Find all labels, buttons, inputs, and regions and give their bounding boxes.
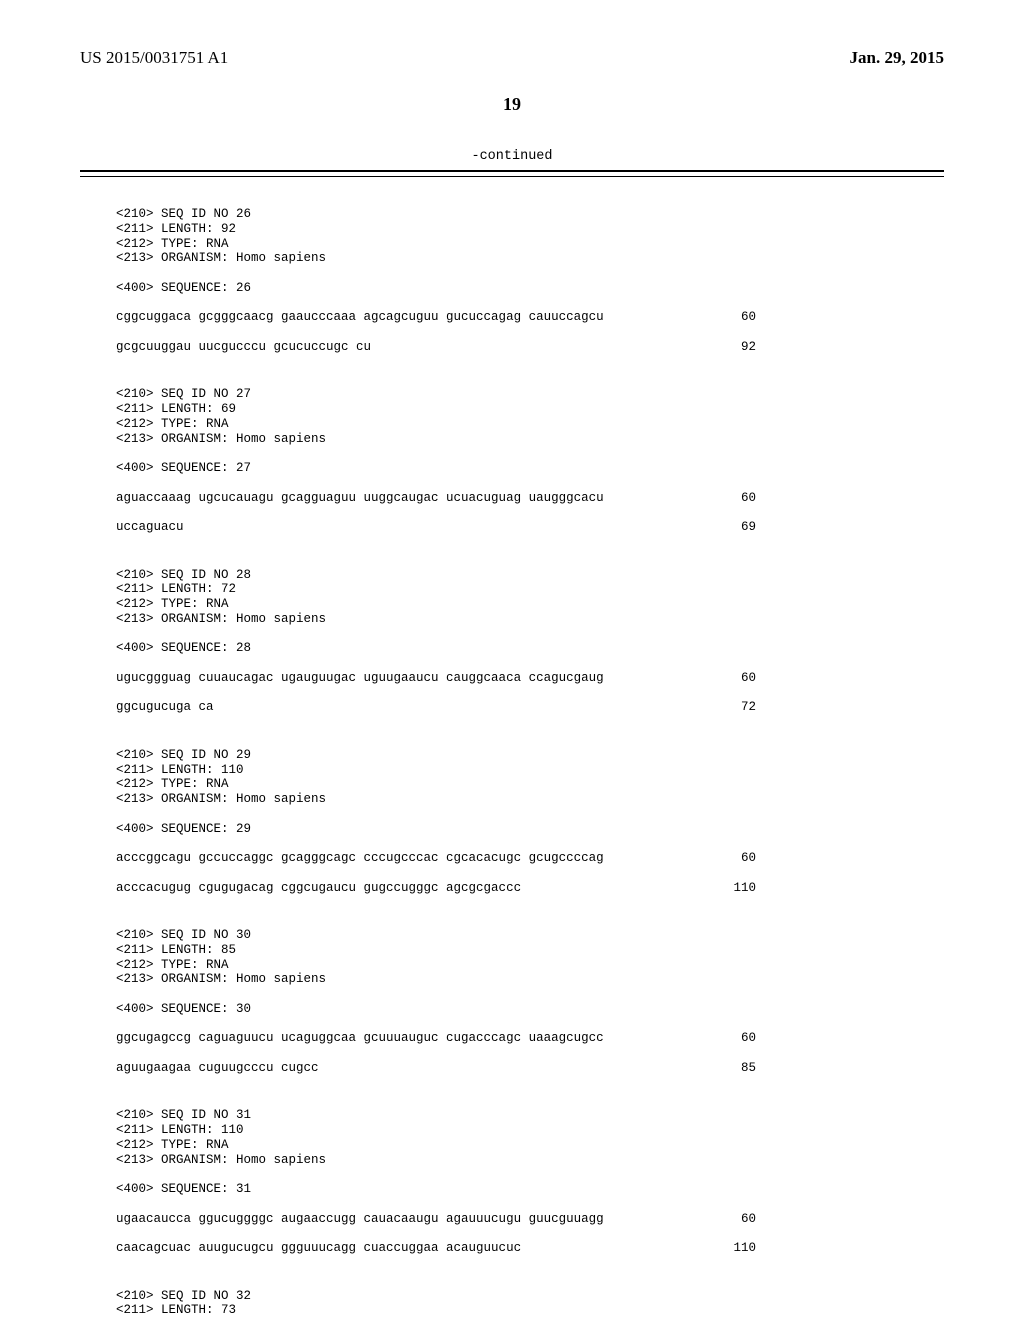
- meta-line: <212> TYPE: RNA: [116, 237, 944, 252]
- page-number: 19: [80, 94, 944, 115]
- sequence-entry: <210> SEQ ID NO 32<211> LENGTH: 73: [116, 1289, 944, 1319]
- sequence-position: 110: [716, 881, 756, 896]
- meta-line: <210> SEQ ID NO 28: [116, 568, 944, 583]
- meta-line: <213> ORGANISM: Homo sapiens: [116, 1153, 944, 1168]
- sequence-entry: <210> SEQ ID NO 29<211> LENGTH: 110<212>…: [116, 748, 944, 910]
- meta-line: <213> ORGANISM: Homo sapiens: [116, 432, 944, 447]
- sequence-line: caacagcuac auugucugcu ggguuucagg cuaccug…: [116, 1241, 756, 1256]
- sequence-entry: <210> SEQ ID NO 27<211> LENGTH: 69<212> …: [116, 387, 944, 549]
- sequence-position: 69: [716, 520, 756, 535]
- sequence-entry: <210> SEQ ID NO 28<211> LENGTH: 72<212> …: [116, 568, 944, 730]
- meta-line: <211> LENGTH: 85: [116, 943, 944, 958]
- meta-line: <210> SEQ ID NO 29: [116, 748, 944, 763]
- sequence-text: aguugaagaa cuguugcccu cugcc: [116, 1061, 319, 1076]
- sequence-position: 85: [716, 1061, 756, 1076]
- sequence-entry: <210> SEQ ID NO 26<211> LENGTH: 92<212> …: [116, 207, 944, 369]
- meta-line: <213> ORGANISM: Homo sapiens: [116, 792, 944, 807]
- meta-line: <211> LENGTH: 110: [116, 1123, 944, 1138]
- meta-line: <212> TYPE: RNA: [116, 1138, 944, 1153]
- sequence-label: <400> SEQUENCE: 27: [116, 461, 944, 476]
- sequence-entry: <210> SEQ ID NO 30<211> LENGTH: 85<212> …: [116, 928, 944, 1090]
- continued-label: -continued: [80, 149, 944, 164]
- sequence-label: <400> SEQUENCE: 30: [116, 1002, 944, 1017]
- sequence-text: gcgcuuggau uucgucccu gcucuccugc cu: [116, 340, 371, 355]
- sequence-position: 72: [716, 700, 756, 715]
- meta-line: <210> SEQ ID NO 27: [116, 387, 944, 402]
- sequence-text: caacagcuac auugucugcu ggguuucagg cuaccug…: [116, 1241, 521, 1256]
- sequence-line: ugaacaucca ggucuggggc augaaccugg cauacaa…: [116, 1212, 756, 1227]
- meta-line: <210> SEQ ID NO 31: [116, 1108, 944, 1123]
- sequence-listing: <210> SEQ ID NO 26<211> LENGTH: 92<212> …: [80, 207, 944, 1318]
- sequence-text: cggcuggaca gcgggcaacg gaaucccaaa agcagcu…: [116, 310, 604, 325]
- publication-number: US 2015/0031751 A1: [80, 48, 228, 68]
- sequence-line: uccaguacu 69: [116, 520, 756, 535]
- sequence-line: ugucggguag cuuaucagac ugauguugac uguugaa…: [116, 671, 756, 686]
- sequence-line: acccggcagu gccuccaggc gcagggcagc cccugcc…: [116, 851, 756, 866]
- publication-date: Jan. 29, 2015: [850, 48, 944, 68]
- sequence-line: cggcuggaca gcgggcaacg gaaucccaaa agcagcu…: [116, 310, 756, 325]
- meta-line: <210> SEQ ID NO 30: [116, 928, 944, 943]
- meta-line: <210> SEQ ID NO 32: [116, 1289, 944, 1304]
- sequence-text: acccacugug cgugugacag cggcugaucu gugccug…: [116, 881, 521, 896]
- meta-line: <212> TYPE: RNA: [116, 958, 944, 973]
- sequence-label: <400> SEQUENCE: 26: [116, 281, 944, 296]
- sequence-position: 60: [716, 1212, 756, 1227]
- meta-line: <213> ORGANISM: Homo sapiens: [116, 612, 944, 627]
- sequence-position: 60: [716, 671, 756, 686]
- sequence-line: acccacugug cgugugacag cggcugaucu gugccug…: [116, 881, 756, 896]
- sequence-position: 60: [716, 851, 756, 866]
- meta-line: <212> TYPE: RNA: [116, 777, 944, 792]
- sequence-text: ugucggguag cuuaucagac ugauguugac uguugaa…: [116, 671, 604, 686]
- meta-line: <212> TYPE: RNA: [116, 597, 944, 612]
- sequence-position: 60: [716, 1031, 756, 1046]
- sequence-position: 60: [716, 310, 756, 325]
- sequence-label: <400> SEQUENCE: 28: [116, 641, 944, 656]
- sequence-text: uccaguacu: [116, 520, 184, 535]
- meta-line: <210> SEQ ID NO 26: [116, 207, 944, 222]
- sequence-label: <400> SEQUENCE: 31: [116, 1182, 944, 1197]
- meta-line: <211> LENGTH: 110: [116, 763, 944, 778]
- sequence-text: ggcugagccg caguaguucu ucaguggcaa gcuuuau…: [116, 1031, 604, 1046]
- divider-top: [80, 170, 944, 172]
- meta-line: <211> LENGTH: 73: [116, 1303, 944, 1318]
- sequence-text: ugaacaucca ggucuggggc augaaccugg cauacaa…: [116, 1212, 604, 1227]
- sequence-line: ggcugagccg caguaguucu ucaguggcaa gcuuuau…: [116, 1031, 756, 1046]
- meta-line: <211> LENGTH: 92: [116, 222, 944, 237]
- sequence-entry: <210> SEQ ID NO 31<211> LENGTH: 110<212>…: [116, 1108, 944, 1270]
- meta-line: <211> LENGTH: 69: [116, 402, 944, 417]
- sequence-position: 110: [716, 1241, 756, 1256]
- sequence-line: ggcugucuga ca 72: [116, 700, 756, 715]
- meta-line: <213> ORGANISM: Homo sapiens: [116, 251, 944, 266]
- meta-line: <212> TYPE: RNA: [116, 417, 944, 432]
- divider-bottom: [80, 176, 944, 177]
- sequence-text: aguaccaaag ugcucauagu gcagguaguu uuggcau…: [116, 491, 604, 506]
- sequence-position: 60: [716, 491, 756, 506]
- sequence-line: aguaccaaag ugcucauagu gcagguaguu uuggcau…: [116, 491, 756, 506]
- sequence-label: <400> SEQUENCE: 29: [116, 822, 944, 837]
- page-header: US 2015/0031751 A1 Jan. 29, 2015: [80, 48, 944, 68]
- sequence-text: acccggcagu gccuccaggc gcagggcagc cccugcc…: [116, 851, 604, 866]
- meta-line: <211> LENGTH: 72: [116, 582, 944, 597]
- meta-line: <213> ORGANISM: Homo sapiens: [116, 972, 944, 987]
- sequence-line: aguugaagaa cuguugcccu cugcc 85: [116, 1061, 756, 1076]
- sequence-position: 92: [716, 340, 756, 355]
- sequence-line: gcgcuuggau uucgucccu gcucuccugc cu 92: [116, 340, 756, 355]
- sequence-text: ggcugucuga ca: [116, 700, 214, 715]
